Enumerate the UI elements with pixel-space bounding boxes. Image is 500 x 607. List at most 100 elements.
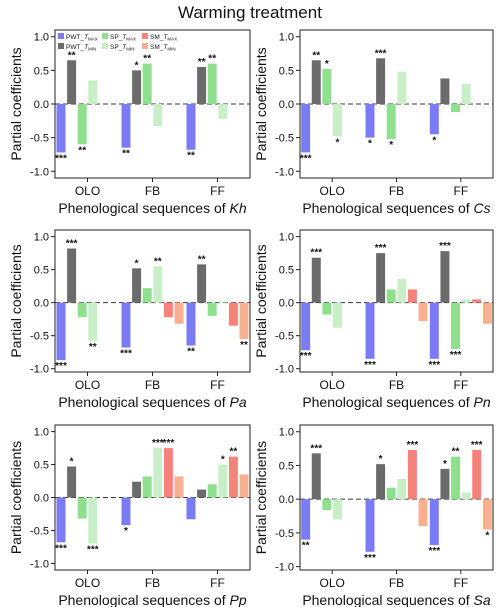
bar — [461, 83, 471, 104]
x-axis-label: Phenological sequences of Cs — [302, 200, 490, 216]
bar — [461, 492, 471, 500]
bar — [88, 302, 98, 341]
significance-label: ** — [187, 151, 195, 162]
bar — [207, 63, 217, 104]
significance-label: ** — [198, 57, 206, 68]
significance-label: ** — [240, 340, 248, 351]
y-tick-label: 0.5 — [34, 265, 49, 277]
bar — [418, 499, 428, 527]
x-axis-label: Phenological sequences of Pn — [302, 394, 491, 410]
significance-label: *** — [364, 360, 376, 371]
legend-label-sub: MAX — [88, 37, 98, 42]
x-axis-label: Phenological sequences of Pp — [58, 592, 247, 607]
significance-label: * — [443, 459, 447, 470]
bar — [207, 302, 217, 316]
bar — [186, 104, 196, 150]
bar — [163, 448, 173, 498]
significance-label: *** — [55, 153, 67, 164]
x-tick-label: FB — [145, 184, 160, 198]
y-tick-label: 1.0 — [34, 427, 49, 439]
significance-label: *** — [300, 351, 312, 362]
y-tick-label: 0.0 — [34, 99, 49, 111]
bar — [218, 464, 228, 498]
significance-label: * — [432, 135, 436, 146]
y-axis-label: Partial coefficients — [253, 441, 269, 554]
bar — [228, 456, 238, 498]
x-tick-label: OLO — [319, 576, 344, 590]
bar — [482, 499, 492, 530]
bar — [77, 497, 87, 519]
y-tick-label: 0.0 — [34, 298, 49, 310]
bar — [197, 264, 207, 303]
legend-label-var: T — [163, 44, 168, 51]
x-tick-label: FB — [389, 184, 404, 198]
bar — [121, 497, 131, 526]
x-axis-label-species: Pa — [230, 394, 247, 410]
significance-label: ** — [122, 149, 130, 160]
x-tick-label: FB — [145, 576, 160, 590]
legend-label-var: T — [163, 34, 168, 41]
chart-panel-cs: 1.00.50.0-0.5-1.0OLO*******FB*****FF*Par… — [253, 29, 494, 216]
x-tick-label: FF — [210, 184, 225, 198]
x-axis-label-species: Sa — [474, 592, 491, 607]
bar — [386, 289, 396, 303]
x-tick-label: FF — [210, 378, 225, 392]
x-tick-label: FB — [389, 576, 404, 590]
x-axis-label-species: Cs — [474, 200, 491, 216]
y-tick-label: 0.5 — [279, 265, 294, 277]
x-tick-label: FB — [145, 378, 160, 392]
bar — [67, 60, 77, 104]
x-axis-label-prefix: Phenological sequences of — [302, 200, 473, 216]
y-tick-label: 0.5 — [34, 460, 49, 472]
chart-panel-sa: 1.00.50.0-0.5-1.0OLO*****FB*******FF****… — [253, 424, 494, 607]
significance-label: ** — [68, 50, 76, 61]
x-axis-label-prefix: Phenological sequences of — [58, 394, 229, 410]
legend-label: PWT_TMIN — [66, 44, 96, 52]
y-tick-label: -0.5 — [30, 331, 49, 343]
bar — [376, 464, 386, 500]
x-axis-label-prefix: Phenological sequences of — [58, 200, 229, 216]
y-tick-label: -0.5 — [30, 525, 49, 537]
bar — [67, 248, 77, 303]
bar — [397, 478, 407, 500]
legend-label: SM_TMIN — [150, 44, 176, 52]
bar — [142, 288, 152, 303]
bar — [163, 302, 173, 318]
y-tick-label: 0.0 — [34, 493, 49, 505]
y-tick-label: -1.0 — [275, 166, 294, 178]
legend-swatch — [102, 33, 108, 39]
legend-label: PWT_TMAX — [66, 34, 98, 42]
x-tick-label: OLO — [319, 378, 344, 392]
bar — [239, 474, 249, 498]
significance-label: ** — [208, 54, 216, 65]
bar — [228, 302, 238, 326]
bar — [311, 60, 321, 104]
significance-label: ** — [312, 50, 320, 61]
bar — [386, 104, 396, 139]
figure-title: Warming treatment — [178, 3, 322, 22]
legend-label: SM_TMAX — [150, 34, 177, 42]
legend-label-var: T — [84, 44, 89, 51]
legend-label-prefix: SM_ — [150, 34, 164, 41]
x-axis-label: Phenological sequences of Pa — [58, 394, 247, 410]
bar — [472, 299, 482, 303]
bar — [77, 104, 87, 145]
legend-label-sub: MAX — [126, 37, 136, 42]
significance-label: *** — [66, 238, 78, 249]
y-tick-label: 1.0 — [279, 232, 294, 244]
bar — [482, 302, 492, 324]
significance-label: ** — [78, 145, 86, 156]
bar — [207, 484, 217, 498]
significance-label: * — [135, 60, 139, 71]
bar — [376, 58, 386, 104]
bar — [429, 499, 439, 546]
bar — [322, 69, 332, 104]
significance-label: *** — [55, 543, 67, 554]
x-tick-label: OLO — [75, 184, 100, 198]
bar — [67, 466, 77, 498]
significance-label: *** — [87, 545, 99, 556]
x-tick-label: FF — [210, 576, 225, 590]
bar — [301, 104, 311, 153]
legend-label-prefix: SP_ — [110, 44, 123, 51]
